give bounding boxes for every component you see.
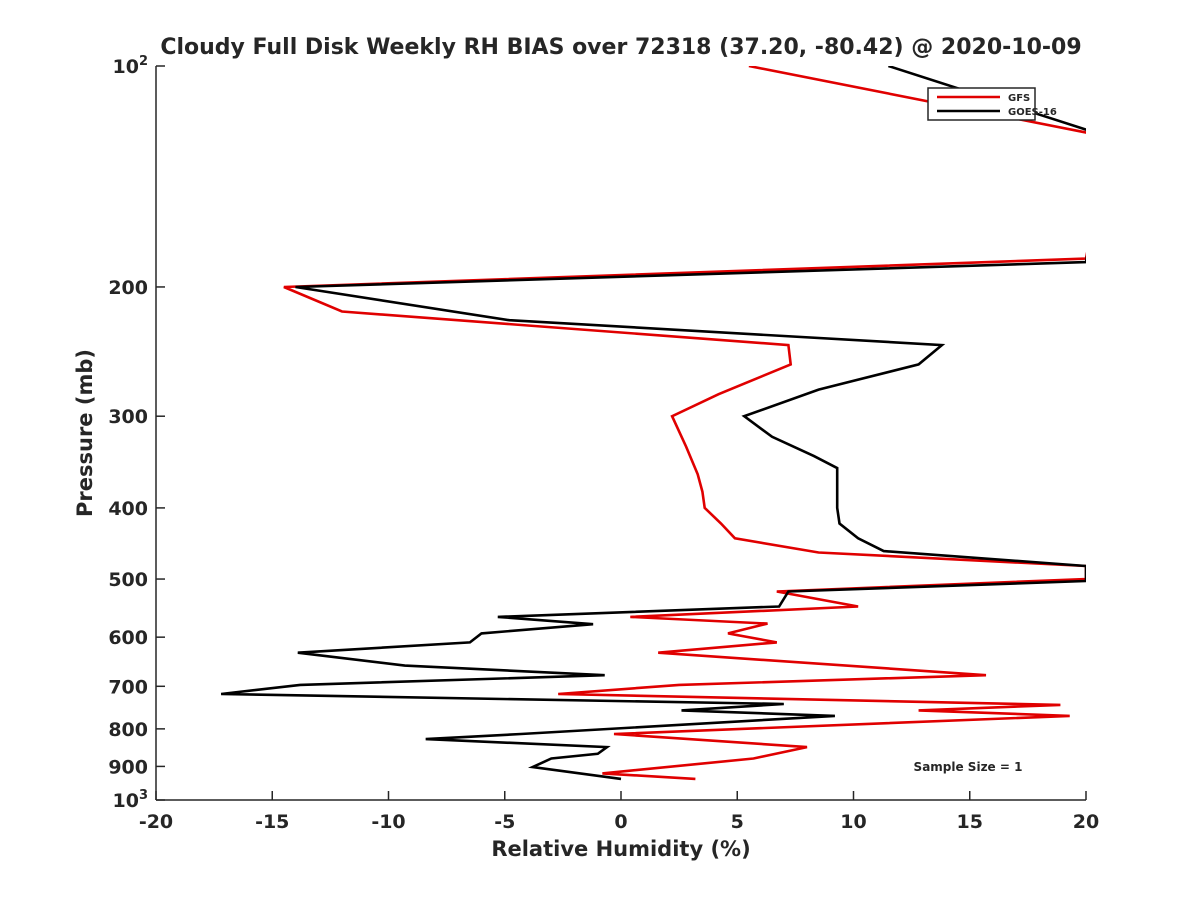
y-tick-label: 500 (108, 569, 148, 591)
y-tick-label: 800 (108, 719, 148, 741)
y-axis-label: Pressure (mb) (73, 349, 97, 517)
x-tick-label: -20 (139, 811, 173, 833)
x-tick-label: 10 (840, 811, 866, 833)
x-tick-label: -10 (371, 811, 405, 833)
legend-label-goes16: GOES-16 (1008, 107, 1057, 118)
x-axis-label: Relative Humidity (%) (491, 837, 750, 861)
chart-legend: GFS GOES-16 (927, 87, 1057, 121)
x-tick-label: 15 (957, 811, 983, 833)
x-tick-label: -15 (255, 811, 289, 833)
legend-box (927, 87, 1036, 121)
series-line-gfs (283, 66, 1086, 781)
y-tick-label: 200 (108, 277, 148, 299)
legend-label-gfs: GFS (1008, 93, 1030, 104)
chart-title: Cloudy Full Disk Weekly RH BIAS over 723… (160, 35, 1081, 60)
series-line-goes16 (220, 66, 1086, 781)
y-tick-label: 300 (108, 406, 148, 428)
y-tick-label: 103 (113, 788, 149, 812)
x-tick-label: 5 (731, 811, 744, 833)
y-tick-label: 700 (108, 676, 148, 698)
axes-layer: -20 -15 -10 -5 0 5 10 15 20 102 200 300 400 500 600 700… (108, 54, 1099, 833)
y-tick-label: 900 (108, 756, 148, 778)
y-tick-label: 600 (108, 627, 148, 649)
x-tick-label: -5 (494, 811, 515, 833)
series-layer (220, 66, 1086, 781)
y-tick-label: 400 (108, 498, 148, 520)
x-tick-label: 20 (1073, 811, 1099, 833)
y-tick-label: 102 (113, 54, 149, 78)
x-tick-label: 0 (614, 811, 627, 833)
sample-size-annotation: Sample Size = 1 (914, 760, 1023, 774)
